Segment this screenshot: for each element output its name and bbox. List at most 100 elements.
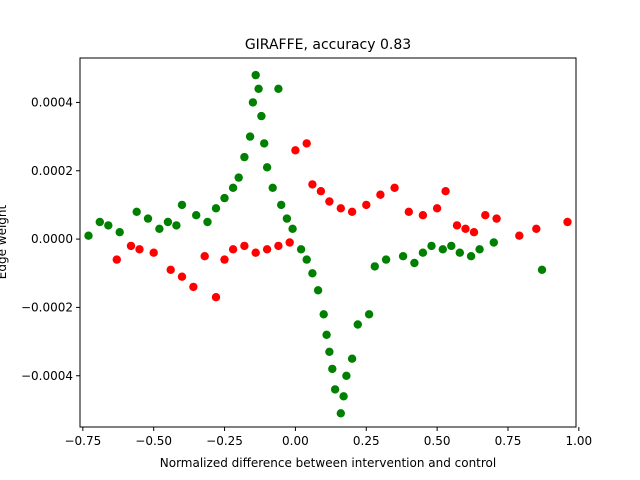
point-s1-30 bbox=[452, 221, 462, 230]
point-s0-0 bbox=[84, 231, 93, 240]
x-tick-label-0: −0.75 bbox=[64, 434, 101, 448]
point-s1-29 bbox=[441, 187, 450, 196]
point-s1-11 bbox=[240, 241, 249, 251]
point-s0-30 bbox=[302, 255, 311, 264]
point-s0-19 bbox=[251, 70, 260, 80]
point-s0-6 bbox=[155, 224, 164, 233]
point-s0-20 bbox=[254, 84, 263, 94]
point-s0-24 bbox=[268, 183, 277, 192]
point-s0-15 bbox=[234, 173, 243, 182]
point-s0-18 bbox=[248, 98, 258, 107]
point-s0-23 bbox=[262, 163, 272, 172]
point-s0-33 bbox=[319, 310, 328, 319]
point-s1-31 bbox=[461, 224, 470, 233]
point-s0-17 bbox=[245, 132, 255, 141]
point-s0-49 bbox=[427, 241, 436, 251]
point-s0-36 bbox=[328, 364, 337, 374]
point-s0-5 bbox=[143, 214, 153, 223]
point-s1-26 bbox=[404, 207, 413, 216]
point-s1-18 bbox=[308, 180, 317, 189]
x-tick-label-7: 1.00 bbox=[565, 434, 592, 448]
point-s1-2 bbox=[135, 245, 144, 254]
point-s1-9 bbox=[220, 255, 229, 264]
point-s0-7 bbox=[163, 217, 173, 227]
point-s1-28 bbox=[432, 204, 442, 213]
point-s1-21 bbox=[336, 204, 345, 213]
point-s0-37 bbox=[330, 385, 340, 394]
x-tick-label-6: 0.75 bbox=[495, 434, 522, 448]
point-s1-5 bbox=[177, 272, 187, 281]
point-s1-20 bbox=[325, 197, 334, 206]
y-tick-label-2: 0.0000 bbox=[31, 232, 73, 246]
point-s1-4 bbox=[166, 265, 175, 274]
point-s1-37 bbox=[563, 217, 572, 227]
plot-frame bbox=[79, 57, 577, 428]
point-s0-50 bbox=[438, 245, 447, 254]
x-tick-label-2: −0.25 bbox=[206, 434, 243, 448]
point-s0-1 bbox=[95, 217, 105, 227]
point-s0-56 bbox=[537, 265, 547, 274]
point-s0-41 bbox=[347, 354, 357, 363]
point-s0-45 bbox=[381, 255, 391, 264]
point-s1-19 bbox=[316, 187, 326, 196]
point-s0-48 bbox=[418, 248, 428, 257]
point-s1-35 bbox=[515, 231, 524, 240]
x-tick-label-5: 0.50 bbox=[424, 434, 451, 448]
point-s0-34 bbox=[322, 330, 331, 339]
point-s1-7 bbox=[200, 252, 209, 261]
point-s0-27 bbox=[282, 214, 292, 223]
point-s0-42 bbox=[353, 320, 362, 329]
point-s0-16 bbox=[240, 152, 249, 162]
point-s0-8 bbox=[172, 221, 181, 230]
point-s0-38 bbox=[336, 409, 345, 418]
x-tick-label-3: 0.00 bbox=[282, 434, 309, 448]
point-s1-0 bbox=[112, 255, 122, 264]
point-s0-35 bbox=[325, 347, 334, 356]
point-s0-31 bbox=[308, 269, 317, 278]
point-s1-17 bbox=[302, 139, 311, 148]
point-s1-32 bbox=[469, 228, 479, 237]
point-s0-26 bbox=[277, 200, 286, 210]
point-s0-51 bbox=[447, 241, 456, 251]
point-s0-54 bbox=[475, 245, 484, 254]
point-s0-9 bbox=[177, 200, 187, 210]
point-s0-10 bbox=[192, 211, 201, 220]
point-s0-43 bbox=[364, 310, 374, 319]
point-s1-13 bbox=[262, 245, 272, 254]
chart-title: GIRAFFE, accuracy 0.83 bbox=[245, 37, 411, 53]
point-s0-4 bbox=[132, 207, 141, 216]
x-tick-label-1: −0.50 bbox=[135, 434, 172, 448]
point-s1-23 bbox=[362, 200, 371, 210]
y-tick-label-4: 0.0004 bbox=[31, 95, 73, 109]
point-s1-22 bbox=[347, 207, 357, 216]
point-s0-40 bbox=[342, 371, 351, 380]
point-s0-2 bbox=[104, 221, 113, 230]
point-s0-21 bbox=[257, 111, 266, 121]
points-layer bbox=[84, 70, 572, 418]
point-s0-29 bbox=[296, 245, 306, 254]
y-axis-label: Edge weight bbox=[0, 204, 9, 279]
y-axis: −0.0004 −0.0002 0.0000 0.0002 0.0004 bbox=[21, 95, 80, 383]
point-s1-25 bbox=[390, 183, 399, 192]
point-s1-27 bbox=[418, 211, 428, 220]
point-s0-47 bbox=[410, 258, 419, 268]
y-tick-label-3: 0.0002 bbox=[31, 164, 73, 178]
point-s0-52 bbox=[455, 248, 464, 257]
point-s0-13 bbox=[220, 193, 229, 203]
point-s1-15 bbox=[285, 238, 294, 247]
x-axis: −0.75 −0.50 −0.25 0.00 0.25 0.50 0.75 1.00 bbox=[64, 427, 592, 448]
point-s1-34 bbox=[492, 214, 501, 223]
point-s1-1 bbox=[126, 241, 136, 251]
point-s0-55 bbox=[489, 238, 498, 247]
point-s0-22 bbox=[260, 139, 269, 148]
point-s0-3 bbox=[115, 228, 124, 237]
x-axis-label: Normalized difference between interventi… bbox=[160, 456, 496, 470]
point-s1-8 bbox=[211, 293, 221, 302]
point-s0-39 bbox=[339, 392, 348, 401]
point-s0-28 bbox=[288, 224, 297, 233]
point-s0-25 bbox=[274, 84, 283, 94]
point-s0-32 bbox=[313, 286, 323, 295]
point-s1-14 bbox=[274, 241, 283, 251]
point-s1-6 bbox=[189, 282, 198, 292]
